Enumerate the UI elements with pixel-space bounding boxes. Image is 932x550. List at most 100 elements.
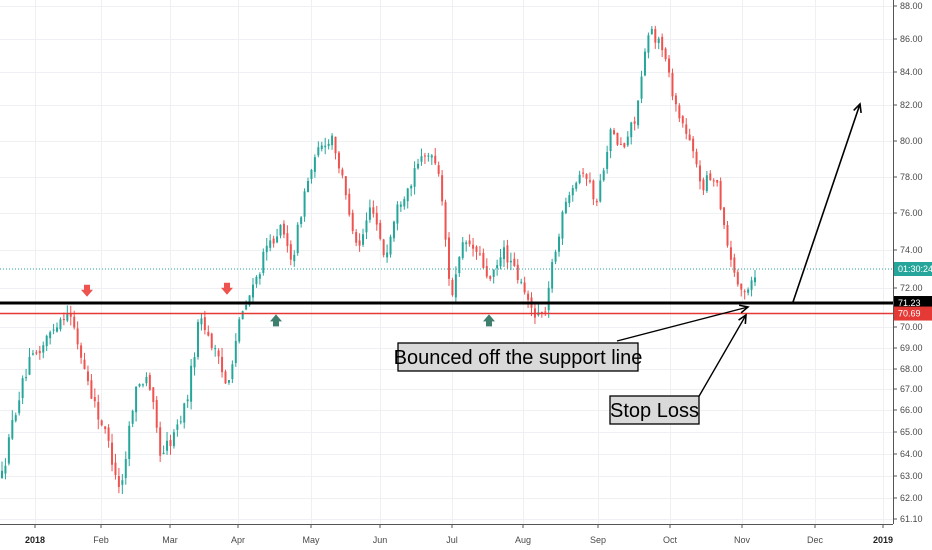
candle-body [155, 400, 158, 428]
candle [331, 133, 334, 150]
candle-body [317, 147, 320, 156]
candle-body [647, 35, 650, 53]
candle [4, 458, 7, 480]
candle [227, 380, 230, 385]
candle-body [227, 380, 230, 383]
candle-body [172, 432, 175, 447]
candle [255, 275, 258, 288]
candle-body [520, 281, 523, 283]
candle [712, 178, 715, 187]
candle [307, 177, 310, 193]
candle [754, 269, 756, 287]
candle [148, 372, 151, 391]
candle-body [678, 105, 681, 119]
candle [265, 237, 268, 261]
candle [382, 238, 385, 258]
candle-body [351, 212, 354, 231]
candle-body [750, 280, 753, 290]
candle [35, 350, 38, 356]
candle [313, 154, 316, 178]
candle [650, 26, 653, 35]
candle-body [334, 136, 337, 154]
candle-body [702, 179, 705, 191]
candle-body [289, 244, 292, 260]
candle [362, 228, 365, 247]
candle [121, 474, 124, 495]
candle-body [179, 421, 182, 423]
candle [657, 36, 660, 50]
candle-body [668, 58, 671, 73]
y-tick-label: 72.00 [900, 283, 923, 293]
candle-body [454, 274, 457, 298]
candle [582, 167, 585, 178]
candle-body [733, 257, 736, 273]
candle [80, 342, 83, 364]
candle-body [716, 179, 719, 183]
candle-body [327, 143, 330, 146]
candle-body [313, 157, 316, 172]
candle [392, 220, 395, 242]
y-tick-label: 67.00 [900, 384, 923, 394]
candle-body [726, 225, 729, 246]
x-tick-label: Jun [373, 535, 388, 545]
candle [736, 269, 739, 287]
candle [355, 229, 358, 247]
candle-body [468, 240, 471, 245]
candle-body [492, 269, 495, 277]
candle [478, 245, 481, 257]
candle-body [754, 277, 756, 283]
candle [547, 281, 550, 318]
x-tick-label: May [302, 535, 320, 545]
candle [320, 141, 323, 152]
candle-body [324, 145, 327, 148]
y-tick-label: 65.00 [900, 427, 923, 437]
candle [692, 135, 695, 159]
candle-body [613, 130, 616, 135]
candle [86, 365, 89, 386]
candle-body [513, 258, 516, 266]
candle [417, 158, 420, 170]
candle-body [131, 410, 134, 424]
candle-body [558, 236, 561, 252]
candle [403, 196, 406, 210]
candle-body [282, 223, 285, 235]
candle-body [547, 287, 550, 311]
candle-body [203, 317, 206, 331]
candle [564, 197, 567, 215]
candle-body [650, 28, 653, 35]
candle-body [241, 311, 244, 320]
candle-body [674, 95, 677, 105]
candle-body [28, 356, 31, 375]
candle [592, 179, 595, 206]
candle-body [73, 316, 76, 328]
projection-arrow-head-icon [853, 102, 862, 114]
candle-body [307, 180, 310, 192]
candle-body [554, 251, 557, 262]
candle-body [434, 155, 437, 164]
candle-body [527, 293, 530, 300]
candle-body [42, 345, 45, 353]
candle [234, 333, 237, 367]
candle [128, 421, 131, 467]
y-axis-ticks: 88.00 86.00 84.00 82.00 80.00 78.00 76.00 74.00… [893, 1, 923, 524]
candle [551, 258, 554, 293]
candle-body [588, 180, 591, 182]
candle [117, 467, 120, 494]
candle [661, 33, 664, 58]
candle [595, 198, 598, 207]
candle [685, 118, 688, 140]
candle [643, 48, 646, 77]
candle-body [509, 260, 512, 263]
candle [28, 348, 31, 376]
candle [640, 70, 643, 104]
candle-body [159, 427, 162, 456]
candle-body [162, 452, 165, 455]
candle-body [365, 220, 368, 233]
candle [38, 345, 41, 360]
candle-body [685, 124, 688, 134]
candle [482, 248, 485, 270]
candle [131, 409, 134, 428]
candle-body [286, 233, 289, 246]
